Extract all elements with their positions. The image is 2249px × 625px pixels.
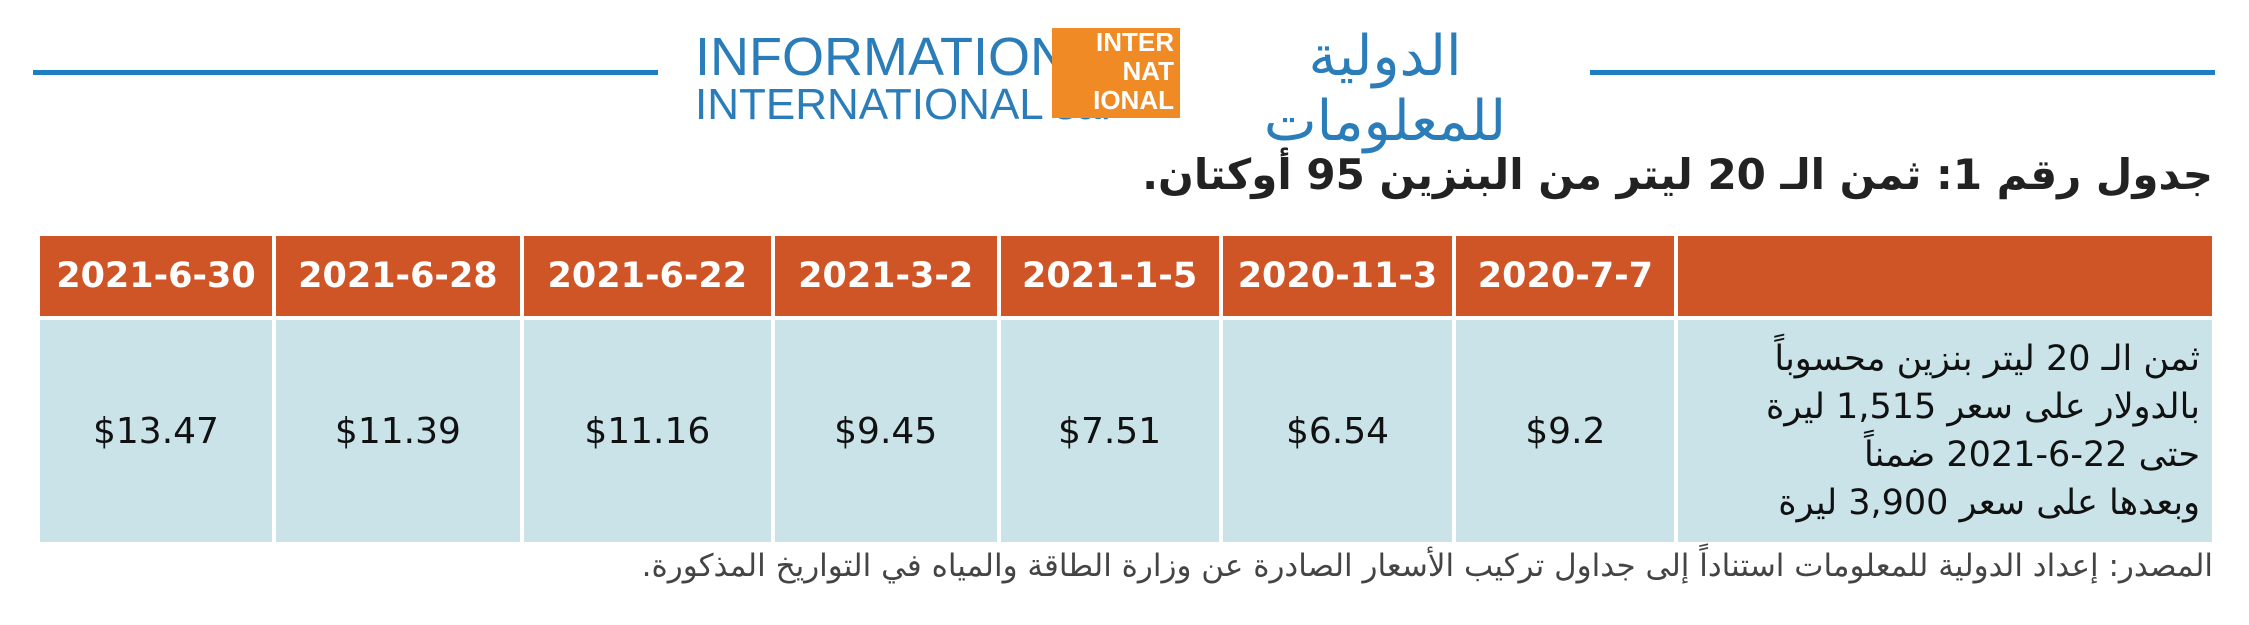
row-label: ثمن الـ 20 ليتر بنزين محسوباً بالدولار عل… (1678, 320, 2212, 542)
logo-mark-text: INTER (1096, 27, 1174, 57)
price-table: 2020-7-7 2020-11-3 2021-1-5 2021-3-2 2021-6-… (36, 236, 2216, 542)
logo-text: INTERNATIONAL sal (695, 80, 1111, 129)
price-cell: $6.54 (1222, 320, 1453, 542)
logo-mark: INTER NAT IONAL (1052, 28, 1180, 118)
rule-left (33, 70, 658, 75)
logo-arabic: الدولية للمعلومات (1263, 24, 1507, 154)
rule-right (1590, 70, 2215, 75)
logo-mark-text: IONAL (1093, 85, 1174, 115)
date-header: 2020-11-3 (1222, 236, 1453, 320)
label-line: وبعدها على سعر 3,900 ليرة (1778, 483, 2200, 523)
source-note: المصدر: إعداد الدولية للمعلومات استناداً… (641, 548, 2213, 584)
price-cell: $9.2 (1456, 320, 1675, 542)
date-header: 2021-1-5 (1000, 236, 1219, 320)
header-row: 2020-7-7 2020-11-3 2021-1-5 2021-3-2 2021-6-… (40, 236, 2212, 320)
logo-mark-text: NAT (1122, 56, 1174, 86)
date-header: 2021-6-22 (523, 236, 771, 320)
price-cell: $11.39 (275, 320, 520, 542)
logo-text: INFORMATION (695, 27, 1069, 87)
header-cell (1678, 236, 2212, 320)
price-cell: $13.47 (40, 320, 272, 542)
label-line: حتى 22-6-2021 ضمناً (1864, 435, 2200, 475)
date-header: 2020-7-7 (1456, 236, 1675, 320)
label-line: ثمن الـ 20 ليتر بنزين محسوباً (1774, 339, 2200, 379)
data-row: ثمن الـ 20 ليتر بنزين محسوباً بالدولار عل… (40, 320, 2212, 542)
date-header: 2021-3-2 (774, 236, 997, 320)
date-header: 2021-6-28 (275, 236, 520, 320)
title: جدول رقم 1: ثمن الـ 20 ليتر من البنزين 9… (1142, 150, 2213, 199)
date-header: 2021-6-30 (40, 236, 272, 320)
price-cell: $9.45 (774, 320, 997, 542)
label-line: بالدولار على سعر 1,515 ليرة (1766, 387, 2200, 427)
price-cell: $11.16 (523, 320, 771, 542)
price-cell: $7.51 (1000, 320, 1219, 542)
